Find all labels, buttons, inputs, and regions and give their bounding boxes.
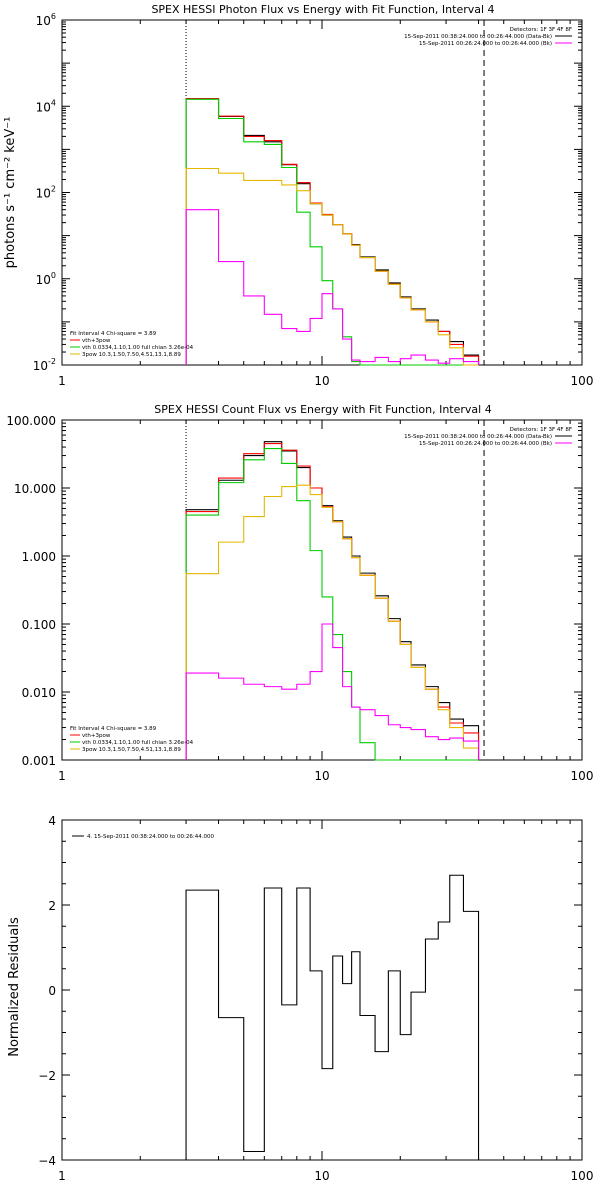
photon-flux-panel: SPEX HESSI Photon Flux vs Energy with Fi…	[3, 3, 593, 388]
y-tick-label: 10.000	[14, 482, 56, 496]
series-line	[185, 623, 480, 760]
x-tick-label: 10	[314, 769, 329, 783]
y-tick-label: 102	[36, 185, 56, 201]
legend-entry-label: 15-Sep-2011 00:26:24.000 to 00:26:44.000…	[419, 41, 552, 47]
series-line	[185, 98, 479, 366]
chart-title: SPEX HESSI Photon Flux vs Energy with Fi…	[151, 3, 494, 16]
legend-entry-label: 15-Sep-2011 00:38:24.000 to 00:26:44.000…	[404, 434, 552, 440]
y-tick-label: 106	[36, 12, 56, 28]
y-tick-label: −4	[38, 1154, 56, 1168]
y-tick-label: 0.001	[22, 754, 56, 768]
fit-legend-label: 3pow 10.3,1.50,7.50,4.51,13.1,8.89	[82, 352, 181, 358]
series-line	[185, 484, 480, 760]
y-tick-label: 4	[48, 814, 56, 828]
x-tick-label: 100	[571, 769, 594, 783]
fit-legend-label: vth+3pow	[82, 733, 111, 739]
y-axis-label: photons s⁻¹ cm⁻² keV⁻¹	[3, 117, 18, 269]
count-flux-panel: SPEX HESSI Count Flux vs Energy with Fit…	[6, 403, 593, 783]
x-tick-label: 1	[58, 374, 66, 388]
x-tick-label: 1	[58, 769, 66, 783]
fit-legend-header: Fit Interval 4 Chi-square = 3.89	[70, 331, 157, 337]
y-tick-label: 0.010	[22, 686, 56, 700]
y-tick-label: 2	[48, 899, 56, 913]
legend-entry-label: 15-Sep-2011 00:38:24.000 to 00:26:44.000…	[404, 34, 552, 40]
legend-header: Detectors: 1F 3F 4F 8F	[510, 427, 572, 433]
fit-legend-label: vth 0.0334,1.10,1.00 full chian 3.26e-04	[82, 740, 194, 746]
y-tick-label: 10-2	[33, 357, 56, 373]
x-tick-label: 1	[58, 1169, 66, 1183]
y-tick-label: 1.000	[22, 550, 56, 564]
series-line	[185, 98, 480, 365]
y-tick-label: −2	[38, 1069, 56, 1083]
legend-entry-label: 15-Sep-2011 00:26:24.000 to 00:26:44.000…	[419, 441, 552, 447]
x-tick-label: 10	[314, 374, 329, 388]
residuals-panel: Normalized Residuals 1 10 100 −4 −2 0 2 4 4. 15-…	[7, 814, 593, 1183]
y-tick-label: 0.100	[22, 618, 56, 632]
fit-legend-header: Fit Interval 4 Chi-square = 3.89	[70, 726, 157, 732]
y-tick-label: 100	[36, 271, 56, 287]
y-tick-label: 104	[36, 98, 56, 114]
series-line	[185, 874, 480, 1160]
series-line	[185, 209, 480, 365]
x-tick-label: 100	[571, 374, 594, 388]
fit-legend-label: vth+3pow	[82, 338, 111, 344]
fit-legend-label: vth 0.0334,1.10,1.00 full chian 3.26e-04	[82, 345, 194, 351]
series-line	[185, 448, 479, 761]
legend-header: Detectors: 1F 3F 4F 8F	[510, 27, 572, 33]
x-tick-label: 100	[571, 1169, 594, 1183]
y-tick-label: 0	[48, 984, 56, 998]
y-tick-label: 100.000	[6, 414, 56, 428]
chart-title: SPEX HESSI Count Flux vs Energy with Fit…	[154, 403, 491, 416]
x-tick-label: 10	[314, 1169, 329, 1183]
y-axis-label: Normalized Residuals	[7, 917, 22, 1057]
series-line	[185, 167, 479, 366]
series-line	[185, 98, 480, 365]
legend-entry-label: 4. 15-Sep-2011 00:38:24.000 to 00:26:44.…	[87, 834, 214, 840]
fit-legend-label: 3pow 10.3,1.50,7.50,4.51,13.1,8.89	[82, 747, 181, 753]
